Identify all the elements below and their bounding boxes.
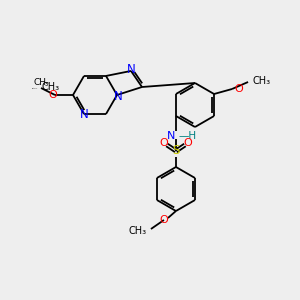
Text: O: O: [160, 138, 168, 148]
Text: O: O: [160, 215, 168, 225]
Text: CH: CH: [34, 78, 46, 87]
Text: O: O: [184, 138, 192, 148]
Text: S: S: [172, 145, 180, 158]
Text: methoxy: methoxy: [32, 87, 38, 88]
Text: O: O: [49, 90, 57, 100]
Text: N: N: [127, 63, 135, 76]
Text: N: N: [80, 108, 88, 121]
Text: ₃: ₃: [44, 79, 48, 88]
Text: N: N: [167, 131, 175, 141]
Text: —H: —H: [179, 131, 197, 141]
Text: CH₃: CH₃: [129, 226, 147, 236]
Text: CH₃: CH₃: [252, 76, 270, 86]
Text: N: N: [114, 89, 122, 103]
Text: O: O: [234, 84, 243, 94]
Text: CH₃: CH₃: [42, 82, 60, 92]
